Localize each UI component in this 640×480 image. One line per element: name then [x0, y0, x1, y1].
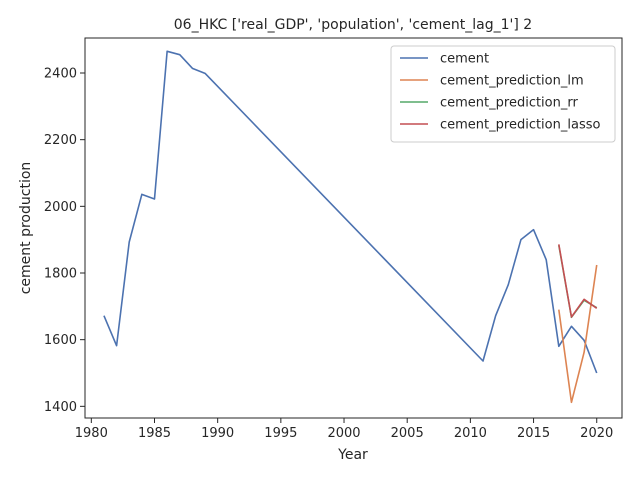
legend-box: [390, 45, 616, 143]
series-line-cement_prediction_lm: [558, 264, 598, 404]
y-tick-label: 2200: [44, 133, 77, 148]
legend-label: cement_prediction_lasso: [440, 118, 600, 133]
x-tick-label: 1990: [201, 426, 234, 441]
x-tick-label: 2005: [391, 426, 424, 441]
y-tick-label: 1600: [44, 333, 77, 348]
x-tick-label: 2015: [517, 426, 550, 441]
legend: cement cement_prediction_lm cement_predict…: [390, 45, 616, 143]
y-tick-label: 1800: [44, 267, 77, 282]
x-tick-label: 1995: [264, 426, 297, 441]
legend-label: cement: [440, 52, 489, 67]
y-tick-label: 2400: [44, 67, 77, 82]
chart-title: 06_HKC ['real_GDP', 'population', 'cemen…: [174, 17, 532, 33]
plot-frame: [84, 37, 623, 419]
y-axis-label: cement production: [18, 162, 34, 295]
x-axis-label: Year: [337, 447, 368, 463]
x-tick-label: 2020: [580, 426, 613, 441]
plot-area: 1980 1985 1990 1995 2000 2005 2010 2015 2020 1400…: [44, 37, 623, 441]
legend-label: cement_prediction_lm: [440, 74, 584, 89]
series-line-cement: [103, 50, 598, 374]
series-line-cement_prediction_lasso: [558, 244, 598, 318]
legend-label: cement_prediction_rr: [440, 96, 578, 111]
y-tick-label: 2000: [44, 200, 77, 215]
x-tick-label: 1980: [75, 426, 108, 441]
x-tick-label: 1985: [138, 426, 171, 441]
x-tick-label: 2010: [454, 426, 487, 441]
y-tick-label: 1400: [44, 400, 77, 415]
x-tick-label: 2000: [327, 426, 360, 441]
